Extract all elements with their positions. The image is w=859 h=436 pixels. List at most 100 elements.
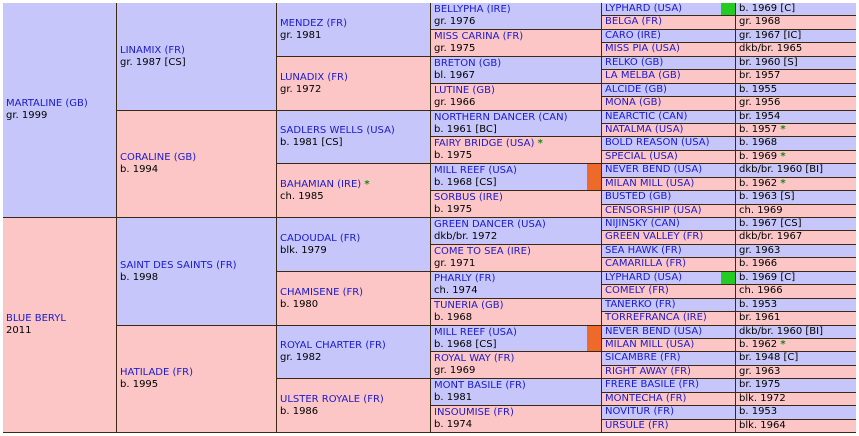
horse-name-link[interactable]: GREEN DANCER (USA) (434, 219, 546, 230)
horse-name-link[interactable]: MILL REEF (USA) (434, 327, 517, 338)
horse-name-link[interactable]: RELKO (GB) (605, 57, 664, 68)
horse-name-link[interactable]: ROYAL WAY (FR) (434, 353, 515, 364)
horse-name-link[interactable]: MILL REEF (USA) (434, 165, 517, 176)
horse-name-link[interactable]: NIJINSKY (CAN) (605, 218, 680, 229)
horse-name-link[interactable]: COMELY (FR) (605, 285, 669, 296)
duplicate-marker (587, 326, 601, 351)
pedigree-cell-g5-info: br. 1975 (736, 379, 856, 392)
horse-name-link[interactable]: SORBUS (IRE) (434, 192, 503, 203)
horse-name-link[interactable]: NATALMA (USA) (605, 124, 684, 135)
horse-name-link[interactable]: HATILADE (FR) (120, 367, 193, 378)
horse-name-link[interactable]: INSOUMISE (FR) (434, 407, 514, 418)
horse-name-link[interactable]: MONTECHA (FR) (605, 393, 687, 404)
horse-name-link[interactable]: TUNERIA (GB) (434, 300, 504, 311)
horse-name-link[interactable]: LINAMIX (FR) (120, 44, 185, 56)
horse-info: b. 1968 [CS] (434, 339, 497, 350)
horse-name-line: BELLYPHA (IRE) (434, 4, 601, 16)
horse-info: blk. 1964 (739, 420, 786, 431)
horse-info: 2011 (6, 325, 32, 336)
pedigree-cell-g5-name: CAMARILLA (FR) (602, 258, 735, 271)
horse-info: gr. 1963 (739, 245, 781, 256)
horse-name-link[interactable]: MARTALINE (GB) (6, 98, 88, 109)
horse-name-link[interactable]: SICAMBRE (FR) (605, 352, 681, 363)
horse-name-link[interactable]: CAMARILLA (FR) (605, 258, 687, 269)
duplicate-marker (587, 164, 601, 190)
horse-info: b. 1966 (739, 258, 778, 269)
horse-name-link[interactable]: BLUE BERYL (6, 313, 66, 324)
horse-info: b. 1980 (280, 298, 319, 310)
horse-info: gr. 1966 (434, 97, 476, 108)
horse-name-link[interactable]: BRETON (GB) (434, 58, 502, 69)
horse-name-link[interactable]: URSULE (FR) (605, 420, 669, 431)
horse-info: dkb/br. 1965 (739, 43, 803, 54)
horse-name-line: NORTHERN DANCER (CAN) (434, 112, 601, 124)
horse-name-link[interactable]: ROYAL CHARTER (FR) (280, 340, 386, 351)
horse-name-line: CHAMISENE (FR) (280, 287, 430, 299)
horse-name-link[interactable]: MONT BASILE (FR) (434, 380, 526, 391)
horse-name-link[interactable]: BAHAMIAN (IRE) (280, 178, 362, 190)
pedigree-cell-g3: CHAMISENE (FR) b. 1980 (277, 272, 430, 325)
horse-name-link[interactable]: MILAN MILL (USA) (605, 339, 695, 350)
horse-name-link[interactable]: SEA HAWK (FR) (605, 245, 682, 256)
horse-info: b. 1953 (739, 406, 778, 417)
horse-name-link[interactable]: TANERKO (FR) (605, 299, 676, 310)
pedigree-cell-g5-name: MONA (GB) (602, 97, 735, 110)
horse-name-link[interactable]: NOVITUR (FR) (605, 406, 675, 417)
horse-name-line: MENDEZ (FR) (280, 18, 430, 30)
horse-name-link[interactable]: NEVER BEND (USA) (605, 326, 703, 337)
horse-info: bl. 1967 (434, 70, 475, 81)
horse-name-link[interactable]: LUNADIX (FR) (280, 71, 348, 83)
pedigree-cell-g5-info: ch. 1969 (736, 205, 856, 217)
horse-name-link[interactable]: SADLERS WELLS (USA) (280, 125, 395, 136)
pedigree-cell-g5-info: br. 1960 [S] (736, 57, 856, 69)
pedigree-cell-g4: SORBUS (IRE) b. 1975 (431, 191, 601, 217)
horse-name-link[interactable]: MENDEZ (FR) (280, 17, 347, 29)
horse-name-line: TUNERIA (GB) (434, 300, 601, 312)
horse-name-link[interactable]: SPECIAL (USA) (605, 151, 678, 162)
horse-name-link[interactable]: NEARCTIC (CAN) (605, 111, 688, 122)
horse-name-link[interactable]: FAIRY BRIDGE (USA) (434, 138, 535, 149)
horse-name-line: GREEN DANCER (USA) (434, 219, 601, 231)
horse-name-link[interactable]: SAINT DES SAINTS (FR) (120, 259, 237, 271)
horse-info: gr. 1963 (739, 366, 781, 377)
horse-name-link[interactable]: COME TO SEA (IRE) (434, 246, 531, 257)
pedigree-cell-g5-info: b. 1962 * (736, 178, 856, 190)
horse-name-link[interactable]: GREEN VALLEY (FR) (605, 231, 704, 242)
horse-name-link[interactable]: RIGHT AWAY (FR) (605, 366, 691, 377)
horse-name-link[interactable]: CORALINE (GB) (120, 152, 197, 163)
horse-name-link[interactable]: TORREFRANCA (IRE) (605, 312, 707, 323)
horse-name-link[interactable]: LUTINE (GB) (434, 85, 495, 96)
horse-name-link[interactable]: MISS PIA (USA) (605, 43, 680, 54)
pedigree-cell-g5-name: LYPHARD (USA) (602, 3, 735, 15)
pedigree-table: MARTALINE (GB) gr. 1999 BLUE BERYL 2011 LINA… (3, 3, 856, 433)
horse-name-link[interactable]: LYPHARD (USA) (605, 272, 683, 283)
horse-name-link[interactable]: CADOUDAL (FR) (280, 232, 361, 244)
horse-name-link[interactable]: CHAMISENE (FR) (280, 286, 364, 298)
horse-name-link[interactable]: MISS CARINA (FR) (434, 31, 524, 42)
horse-name-link[interactable]: FRERE BASILE (FR) (605, 379, 700, 390)
horse-name-link[interactable]: BOLD REASON (USA) (605, 137, 710, 148)
horse-name-link[interactable]: CENSORSHIP (USA) (605, 205, 702, 216)
horse-name-link[interactable]: MONA (GB) (605, 97, 662, 108)
horse-name-link[interactable]: NORTHERN DANCER (CAN) (434, 112, 568, 123)
horse-name-link[interactable]: MILAN MILL (USA) (605, 178, 695, 189)
horse-name-link[interactable]: NEVER BEND (USA) (605, 164, 703, 175)
horse-name-link[interactable]: LYPHARD (USA) (605, 3, 683, 14)
pedigree-cell-g5-info: b. 1969 * (736, 151, 856, 163)
horse-name-link[interactable]: ULSTER ROYALE (FR) (280, 393, 384, 405)
horse-name-link[interactable]: LA MELBA (GB) (605, 70, 681, 81)
pedigree-cell-g4: GREEN DANCER (USA) dkb/br. 1972 (431, 218, 601, 244)
pedigree-cell-g3: SADLERS WELLS (USA) b. 1981 [CS] (277, 111, 430, 163)
horse-name-link[interactable]: BELLYPHA (IRE) (434, 4, 511, 15)
horse-name-link[interactable]: BELGA (FR) (605, 16, 663, 27)
horse-name-link[interactable]: CARO (IRE) (605, 30, 661, 41)
horse-name-link[interactable]: ALCIDE (GB) (605, 84, 667, 95)
horse-info: ch. 1985 (280, 190, 324, 202)
pedigree-cell-g5-name: TORREFRANCA (IRE) (602, 312, 735, 325)
horse-name-line: PHARLY (FR) (434, 273, 601, 285)
pedigree-cell-g5-info: gr. 1956 (736, 97, 856, 110)
pedigree-cell-g2: HATILADE (FR) b. 1995 (117, 326, 276, 432)
horse-name-link[interactable]: PHARLY (FR) (434, 273, 496, 284)
horse-name-link[interactable]: BUSTED (GB) (605, 191, 672, 202)
pedigree-cell-g5-name: BOLD REASON (USA) (602, 137, 735, 150)
